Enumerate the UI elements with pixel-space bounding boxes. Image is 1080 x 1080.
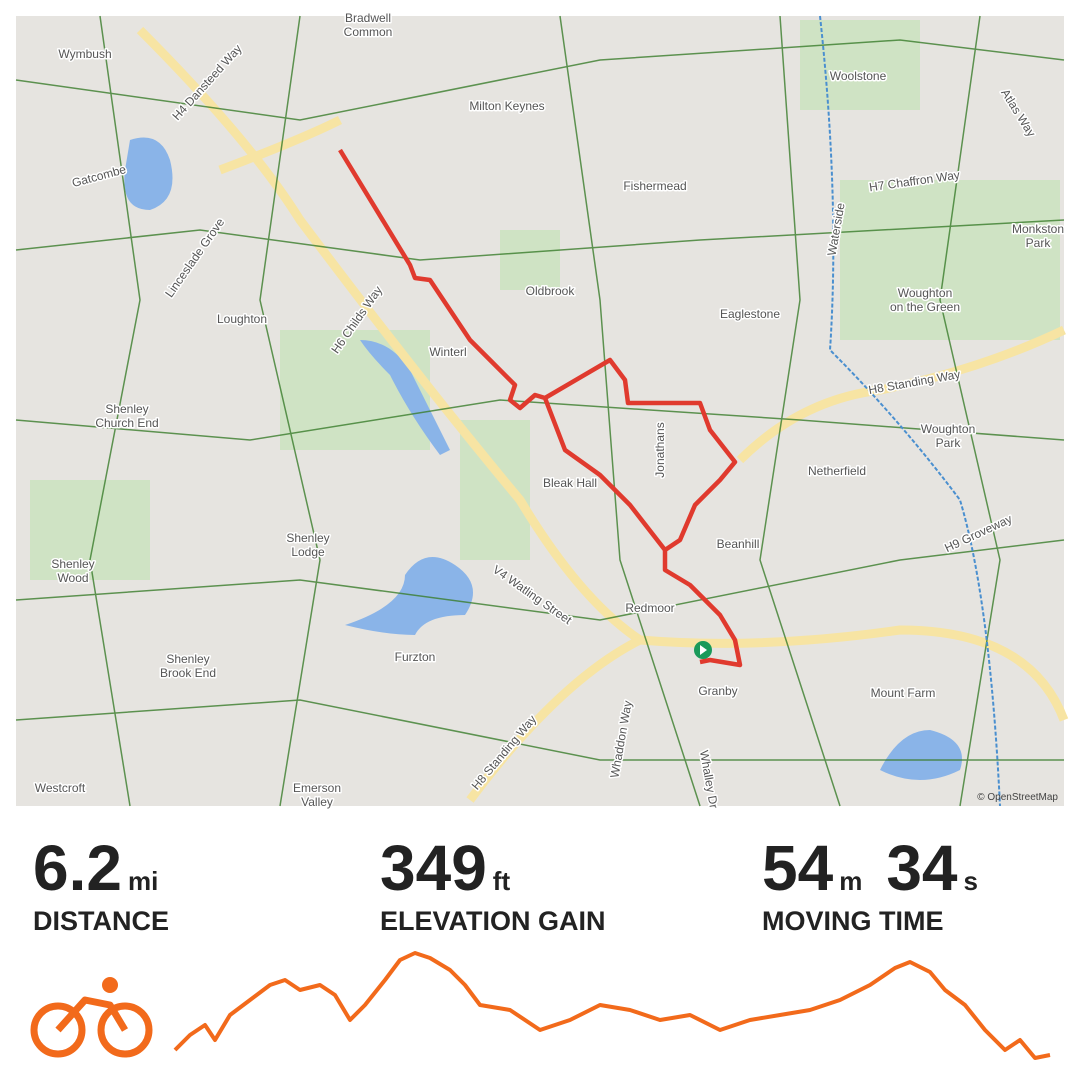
map-label: Fishermead: [623, 179, 686, 193]
map-label: Bleak Hall: [543, 476, 597, 490]
map-label: Beanhill: [717, 537, 760, 551]
map-base: [16, 16, 1064, 806]
map-label: Netherfield: [808, 464, 866, 478]
map-label: Monkston: [1012, 222, 1064, 236]
map-label: Emerson: [293, 781, 341, 795]
stat-unit: s: [964, 866, 978, 896]
map-label: Common: [344, 25, 393, 39]
stat-unit: m: [839, 866, 862, 896]
map-label: Westcroft: [35, 781, 86, 795]
stat-value: 54: [762, 832, 834, 904]
map-label: Church End: [95, 416, 158, 430]
route: [338, 148, 743, 668]
stat-unit: mi: [128, 866, 158, 896]
attribution: © OpenStreetMap: [977, 792, 1058, 803]
stat-value: 349: [380, 832, 487, 904]
river: [819, 15, 1001, 807]
map-label: Valley: [301, 795, 333, 809]
map-label: Shenley: [166, 652, 209, 666]
stats: 6.2 mi DISTANCE 349 ft ELEVATION GAIN 54 m 34 s MO…: [33, 832, 978, 936]
cycling-icon: [30, 977, 153, 1058]
map-label: Redmoor: [625, 601, 674, 615]
map-label: Oldbrook: [526, 284, 576, 298]
paths: [15, 15, 1065, 807]
map-label: Woolstone: [830, 69, 887, 83]
map-label: Jonathans: [653, 422, 667, 477]
map-label: Wood: [57, 571, 88, 585]
map-label: Shenley: [286, 531, 329, 545]
map-label: Lodge: [291, 545, 325, 559]
stat-label: DISTANCE: [33, 906, 169, 936]
map-label: Woughton: [898, 286, 953, 300]
map-label: Loughton: [217, 312, 267, 326]
map-label: Park: [1026, 236, 1052, 250]
map-label: Furzton: [395, 650, 436, 664]
map-label: Eaglestone: [720, 307, 780, 321]
map-label: Woughton: [921, 422, 976, 436]
map-label: Bradwell: [345, 11, 391, 25]
map-label: Milton Keynes: [469, 99, 544, 113]
map-label: Brook End: [160, 666, 216, 680]
stat-value: 6.2: [33, 832, 122, 904]
map-label: Park: [936, 436, 962, 450]
parks: [30, 20, 1060, 580]
stat-unit: ft: [493, 866, 511, 896]
map-label: on the Green: [890, 300, 960, 314]
map-label: Winterl: [429, 345, 466, 359]
map-label: Shenley: [51, 557, 94, 571]
lakes: [124, 137, 962, 780]
stat-value: 34: [886, 832, 958, 904]
start-marker: [694, 641, 712, 659]
elevation-profile: [173, 951, 1051, 1060]
map-label: Granby: [698, 684, 737, 698]
map-label: Wymbush: [58, 47, 111, 61]
map-label: Shenley: [105, 402, 148, 416]
stat-label: ELEVATION GAIN: [380, 906, 606, 936]
stat-label: MOVING TIME: [762, 906, 944, 936]
map-label: Mount Farm: [871, 686, 936, 700]
